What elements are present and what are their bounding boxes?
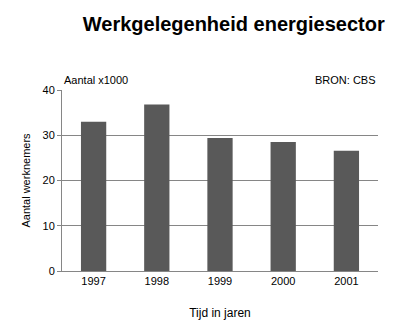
svg-text:20: 20 [43,174,55,186]
svg-text:BRON: CBS: BRON: CBS [315,74,376,86]
svg-text:Werkgelegenheid energiesector: Werkgelegenheid energiesector [83,13,385,35]
svg-text:40: 40 [43,84,55,96]
svg-text:10: 10 [43,220,55,232]
svg-text:Aantal werknemers: Aantal werknemers [20,133,32,228]
svg-text:30: 30 [43,129,55,141]
svg-text:0: 0 [49,265,55,277]
svg-text:1999: 1999 [208,275,232,287]
svg-text:1997: 1997 [81,275,105,287]
svg-text:Aantal x1000: Aantal x1000 [64,74,128,86]
svg-text:2000: 2000 [271,275,295,287]
svg-text:2001: 2001 [334,275,358,287]
svg-text:1998: 1998 [145,275,169,287]
svg-text:Tijd in jaren: Tijd in jaren [189,306,251,320]
